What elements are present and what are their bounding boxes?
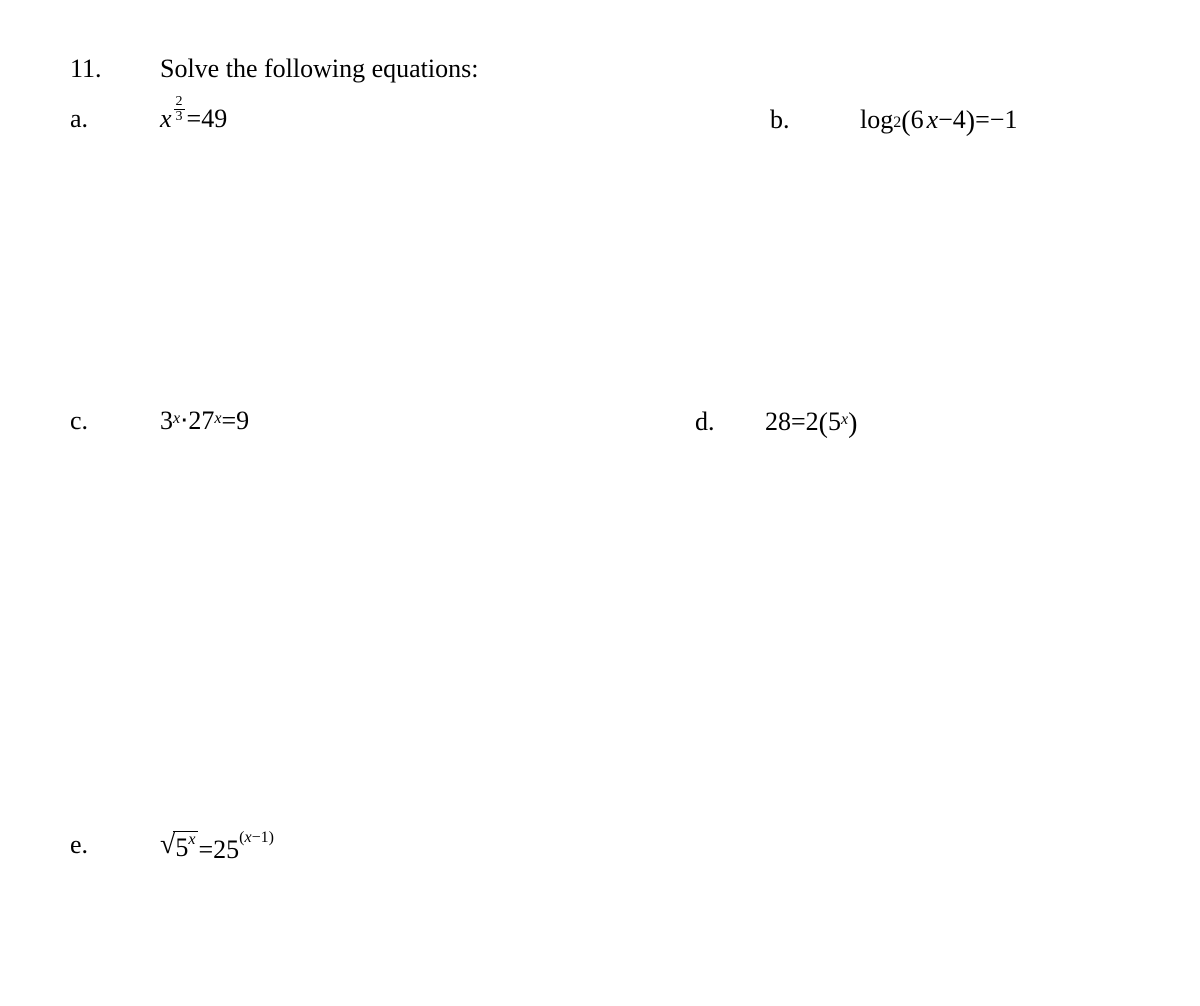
rad-base-5: 5 — [175, 833, 188, 862]
rad-exp-x: x — [188, 831, 195, 848]
equals-sign: = — [975, 105, 990, 135]
part-b-label: b. — [770, 105, 860, 135]
coef-6: 6 — [911, 105, 924, 135]
open-paren: ( — [901, 106, 910, 138]
part-a-label: a. — [70, 104, 160, 134]
exp-denominator: 3 — [174, 110, 185, 124]
equals-sign: = — [198, 835, 213, 865]
lhs-28: 28 — [765, 407, 791, 437]
exponent-x: x — [841, 411, 848, 429]
log-text: log — [860, 105, 893, 135]
equation-e: √ 5x = 25 (x−1) — [160, 831, 274, 863]
exponent-x-2: x — [214, 410, 221, 428]
exp-numerator: 2 — [174, 95, 185, 110]
dot-operator: ⋅ — [180, 406, 188, 436]
rhs-base-25: 25 — [213, 835, 239, 865]
rhs-value: 49 — [201, 104, 227, 134]
negative-sign: − — [990, 105, 1005, 135]
radicand: 5x — [173, 831, 198, 863]
equals-sign: = — [791, 407, 806, 437]
equation-c: 3 x ⋅ 27 x = 9 — [160, 406, 249, 436]
question-prompt: Solve the following equations: — [160, 54, 478, 84]
rhs-exponent-group: (x−1) — [239, 829, 274, 847]
log-base: 2 — [893, 114, 901, 132]
rhs-value: 9 — [236, 406, 249, 436]
close-paren: ) — [966, 106, 975, 138]
exp-var-x: x — [244, 829, 251, 846]
base-5: 5 — [828, 407, 841, 437]
close-paren: ) — [848, 408, 857, 440]
equals-sign: = — [221, 406, 236, 436]
exp-minus: − — [252, 829, 261, 846]
equation-a: x 2 3 = 49 — [160, 104, 227, 134]
coef-2: 2 — [806, 407, 819, 437]
equals-sign: = — [187, 104, 202, 134]
exp-const-1: 1 — [261, 829, 269, 846]
base-27: 27 — [188, 406, 214, 436]
minus-sign: − — [938, 105, 953, 135]
equation-d: 28 = 2 ( 5 x ) — [765, 406, 857, 438]
var-x: x — [927, 105, 939, 135]
open-paren: ( — [819, 408, 828, 440]
part-c-label: c. — [70, 406, 160, 436]
equation-b: log 2 ( 6 x − 4 ) = − 1 — [860, 104, 1017, 136]
exponent-x-1: x — [173, 410, 180, 428]
part-e-label: e. — [70, 830, 160, 860]
rhs-value: 1 — [1004, 105, 1017, 135]
const-4: 4 — [953, 105, 966, 135]
exponent-fraction: 2 3 — [174, 95, 185, 124]
exp-close-paren: ) — [269, 829, 274, 846]
part-d-label: d. — [695, 407, 765, 437]
base-3: 3 — [160, 406, 173, 436]
question-number: 11. — [70, 54, 130, 84]
square-root: √ 5x — [160, 831, 198, 863]
var-x: x — [160, 104, 172, 134]
